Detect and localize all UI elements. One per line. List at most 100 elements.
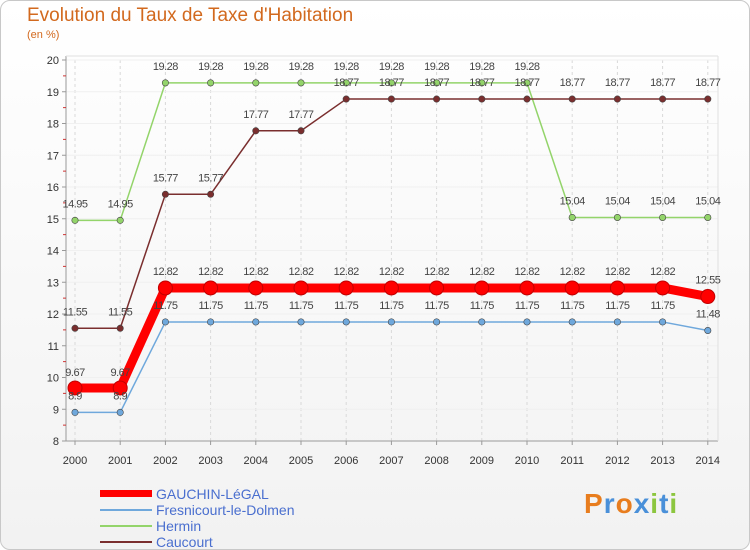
data-point — [161, 190, 169, 198]
data-label: 11.48 — [696, 309, 721, 321]
data-label: 18.77 — [695, 77, 720, 89]
data-label: 19.28 — [334, 61, 359, 73]
data-point — [252, 127, 260, 135]
data-label: 19.28 — [379, 61, 404, 73]
data-label: 11.75 — [515, 300, 540, 312]
data-point — [297, 318, 305, 326]
data-point — [71, 324, 79, 332]
data-point — [700, 289, 716, 305]
legend-swatch-fresnicourt — [100, 509, 152, 511]
x-tick-label: 2001 — [108, 455, 132, 467]
x-tick-label: 2005 — [289, 455, 313, 467]
data-label: 19.28 — [288, 61, 313, 73]
x-tick-label: 2014 — [696, 455, 720, 467]
data-point — [387, 318, 395, 326]
data-point — [67, 380, 83, 396]
data-label: 19.28 — [153, 61, 178, 73]
legend-label-fresnicourt: Fresnicourt-le-Dolmen — [156, 502, 295, 518]
data-label: 12.82 — [288, 266, 313, 278]
data-point — [568, 95, 576, 103]
data-point — [207, 79, 215, 87]
data-point — [161, 79, 169, 87]
data-label: 11.75 — [244, 300, 269, 312]
data-point — [609, 280, 625, 296]
data-label: 12.82 — [243, 266, 268, 278]
logo-letter: i — [650, 488, 660, 519]
data-label: 18.77 — [650, 77, 675, 89]
data-label: 12.82 — [198, 266, 223, 278]
data-point — [342, 79, 350, 87]
data-label: 19.28 — [424, 61, 449, 73]
x-tick-label: 2006 — [334, 455, 358, 467]
data-label: 19.28 — [469, 61, 494, 73]
y-tick-label: 13 — [47, 277, 59, 289]
x-tick-label: 2010 — [515, 455, 539, 467]
data-point — [207, 318, 215, 326]
x-tick-label: 2008 — [424, 455, 448, 467]
data-label: 18.77 — [560, 77, 585, 89]
data-point — [293, 280, 309, 296]
data-point — [659, 95, 667, 103]
data-point — [478, 79, 486, 87]
data-point — [387, 79, 395, 87]
y-tick-label: 18 — [47, 119, 59, 131]
data-label: 15.77 — [153, 172, 178, 184]
data-point — [248, 280, 264, 296]
data-label: 12.82 — [514, 266, 539, 278]
data-point — [523, 95, 531, 103]
data-label: 11.75 — [650, 300, 675, 312]
data-point — [433, 95, 441, 103]
data-point — [568, 213, 576, 221]
x-tick-label: 2007 — [379, 455, 403, 467]
data-point — [478, 318, 486, 326]
logo-letter: o — [615, 488, 634, 519]
data-point — [71, 216, 79, 224]
data-point — [161, 318, 169, 326]
data-label: 15.04 — [695, 195, 720, 207]
data-point — [568, 318, 576, 326]
data-label: 12.82 — [650, 266, 675, 278]
data-label: 9.67 — [65, 367, 85, 379]
data-point — [433, 79, 441, 87]
data-point — [478, 95, 486, 103]
data-point — [564, 280, 580, 296]
data-point — [429, 280, 445, 296]
data-point — [338, 280, 354, 296]
data-point — [297, 79, 305, 87]
data-label: 11.75 — [153, 300, 178, 312]
data-point — [207, 190, 215, 198]
data-point — [613, 95, 621, 103]
data-label: 12.82 — [469, 266, 494, 278]
data-label: 11.75 — [198, 300, 223, 312]
data-point — [157, 280, 173, 296]
data-point — [116, 324, 124, 332]
x-tick-label: 2004 — [244, 455, 268, 467]
y-tick-label: 19 — [47, 87, 59, 99]
x-tick-label: 2011 — [560, 455, 584, 467]
data-label: 9.67 — [110, 367, 130, 379]
data-point — [704, 95, 712, 103]
data-label: 12.55 — [695, 275, 720, 287]
data-label: 12.82 — [605, 266, 630, 278]
logo-letter: r — [603, 488, 616, 519]
data-label: 11.55 — [63, 306, 88, 318]
y-tick-label: 8 — [53, 436, 59, 448]
y-tick-label: 14 — [47, 246, 59, 258]
data-label: 14.95 — [108, 198, 133, 210]
data-point — [252, 79, 260, 87]
data-label: 11.75 — [560, 300, 585, 312]
data-label: 12.82 — [334, 266, 359, 278]
y-tick-label: 20 — [47, 55, 59, 67]
y-tick-label: 11 — [48, 341, 59, 353]
data-label: 11.75 — [470, 300, 495, 312]
data-label: 12.82 — [379, 266, 404, 278]
data-label: 14.95 — [62, 198, 87, 210]
data-label: 11.75 — [605, 300, 630, 312]
data-point — [655, 280, 671, 296]
data-label: 17.77 — [288, 109, 313, 121]
y-tick-label: 10 — [47, 373, 59, 385]
data-point — [297, 127, 305, 135]
data-label: 18.77 — [514, 77, 539, 89]
data-point — [387, 95, 395, 103]
